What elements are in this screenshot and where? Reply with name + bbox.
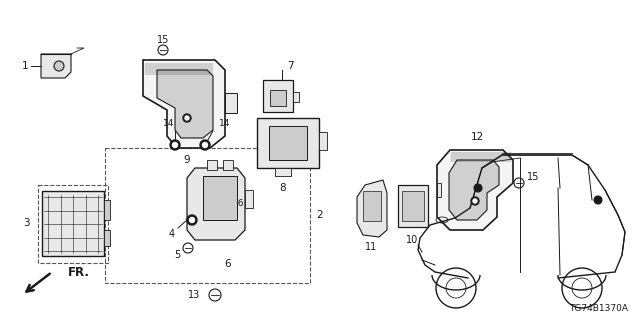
- Text: FR.: FR.: [68, 266, 90, 278]
- Circle shape: [170, 140, 180, 150]
- Circle shape: [173, 142, 177, 148]
- Circle shape: [183, 114, 191, 122]
- Text: 16: 16: [233, 199, 244, 209]
- Circle shape: [189, 218, 195, 222]
- Bar: [398, 185, 428, 227]
- Bar: [437, 183, 441, 197]
- Text: 3: 3: [24, 218, 30, 228]
- Text: 5: 5: [173, 250, 180, 260]
- Bar: [203, 176, 237, 220]
- Circle shape: [474, 184, 482, 192]
- Text: 7: 7: [287, 61, 293, 71]
- Bar: [275, 168, 291, 176]
- Bar: [319, 132, 327, 150]
- Circle shape: [187, 215, 197, 225]
- Polygon shape: [437, 150, 513, 230]
- Text: 9: 9: [184, 155, 190, 165]
- Text: 14: 14: [220, 118, 230, 127]
- Text: 11: 11: [365, 242, 377, 252]
- Text: 6: 6: [225, 259, 231, 269]
- Bar: [38, 185, 108, 263]
- Text: 10: 10: [406, 235, 418, 245]
- Polygon shape: [143, 60, 225, 148]
- Bar: [257, 118, 319, 168]
- Circle shape: [594, 196, 602, 204]
- Circle shape: [185, 116, 189, 120]
- Polygon shape: [357, 180, 387, 237]
- Bar: [293, 92, 299, 102]
- Bar: [104, 200, 110, 220]
- Circle shape: [54, 61, 64, 71]
- Circle shape: [202, 142, 207, 148]
- Bar: [270, 90, 286, 106]
- Bar: [42, 191, 104, 256]
- Polygon shape: [187, 168, 245, 240]
- Bar: [104, 230, 110, 246]
- Text: 15: 15: [527, 172, 540, 182]
- Bar: [245, 190, 253, 208]
- Text: 2: 2: [316, 210, 323, 220]
- Text: 12: 12: [470, 132, 484, 142]
- Circle shape: [473, 199, 477, 203]
- Text: 4: 4: [169, 229, 175, 239]
- Bar: [223, 160, 233, 170]
- Bar: [402, 191, 424, 221]
- Bar: [105, 148, 310, 283]
- Circle shape: [471, 197, 479, 205]
- Bar: [263, 80, 293, 112]
- Text: 14: 14: [163, 118, 175, 127]
- Bar: [269, 126, 307, 160]
- Text: 8: 8: [280, 183, 286, 193]
- Polygon shape: [157, 70, 213, 138]
- Text: TG74B1370A: TG74B1370A: [569, 304, 628, 313]
- Text: 1: 1: [22, 61, 28, 71]
- Bar: [207, 160, 217, 170]
- Text: 15: 15: [157, 35, 169, 45]
- Polygon shape: [449, 160, 499, 220]
- Circle shape: [200, 140, 210, 150]
- Bar: [363, 191, 381, 221]
- Bar: [225, 93, 237, 113]
- Polygon shape: [41, 54, 71, 78]
- Text: 13: 13: [188, 290, 200, 300]
